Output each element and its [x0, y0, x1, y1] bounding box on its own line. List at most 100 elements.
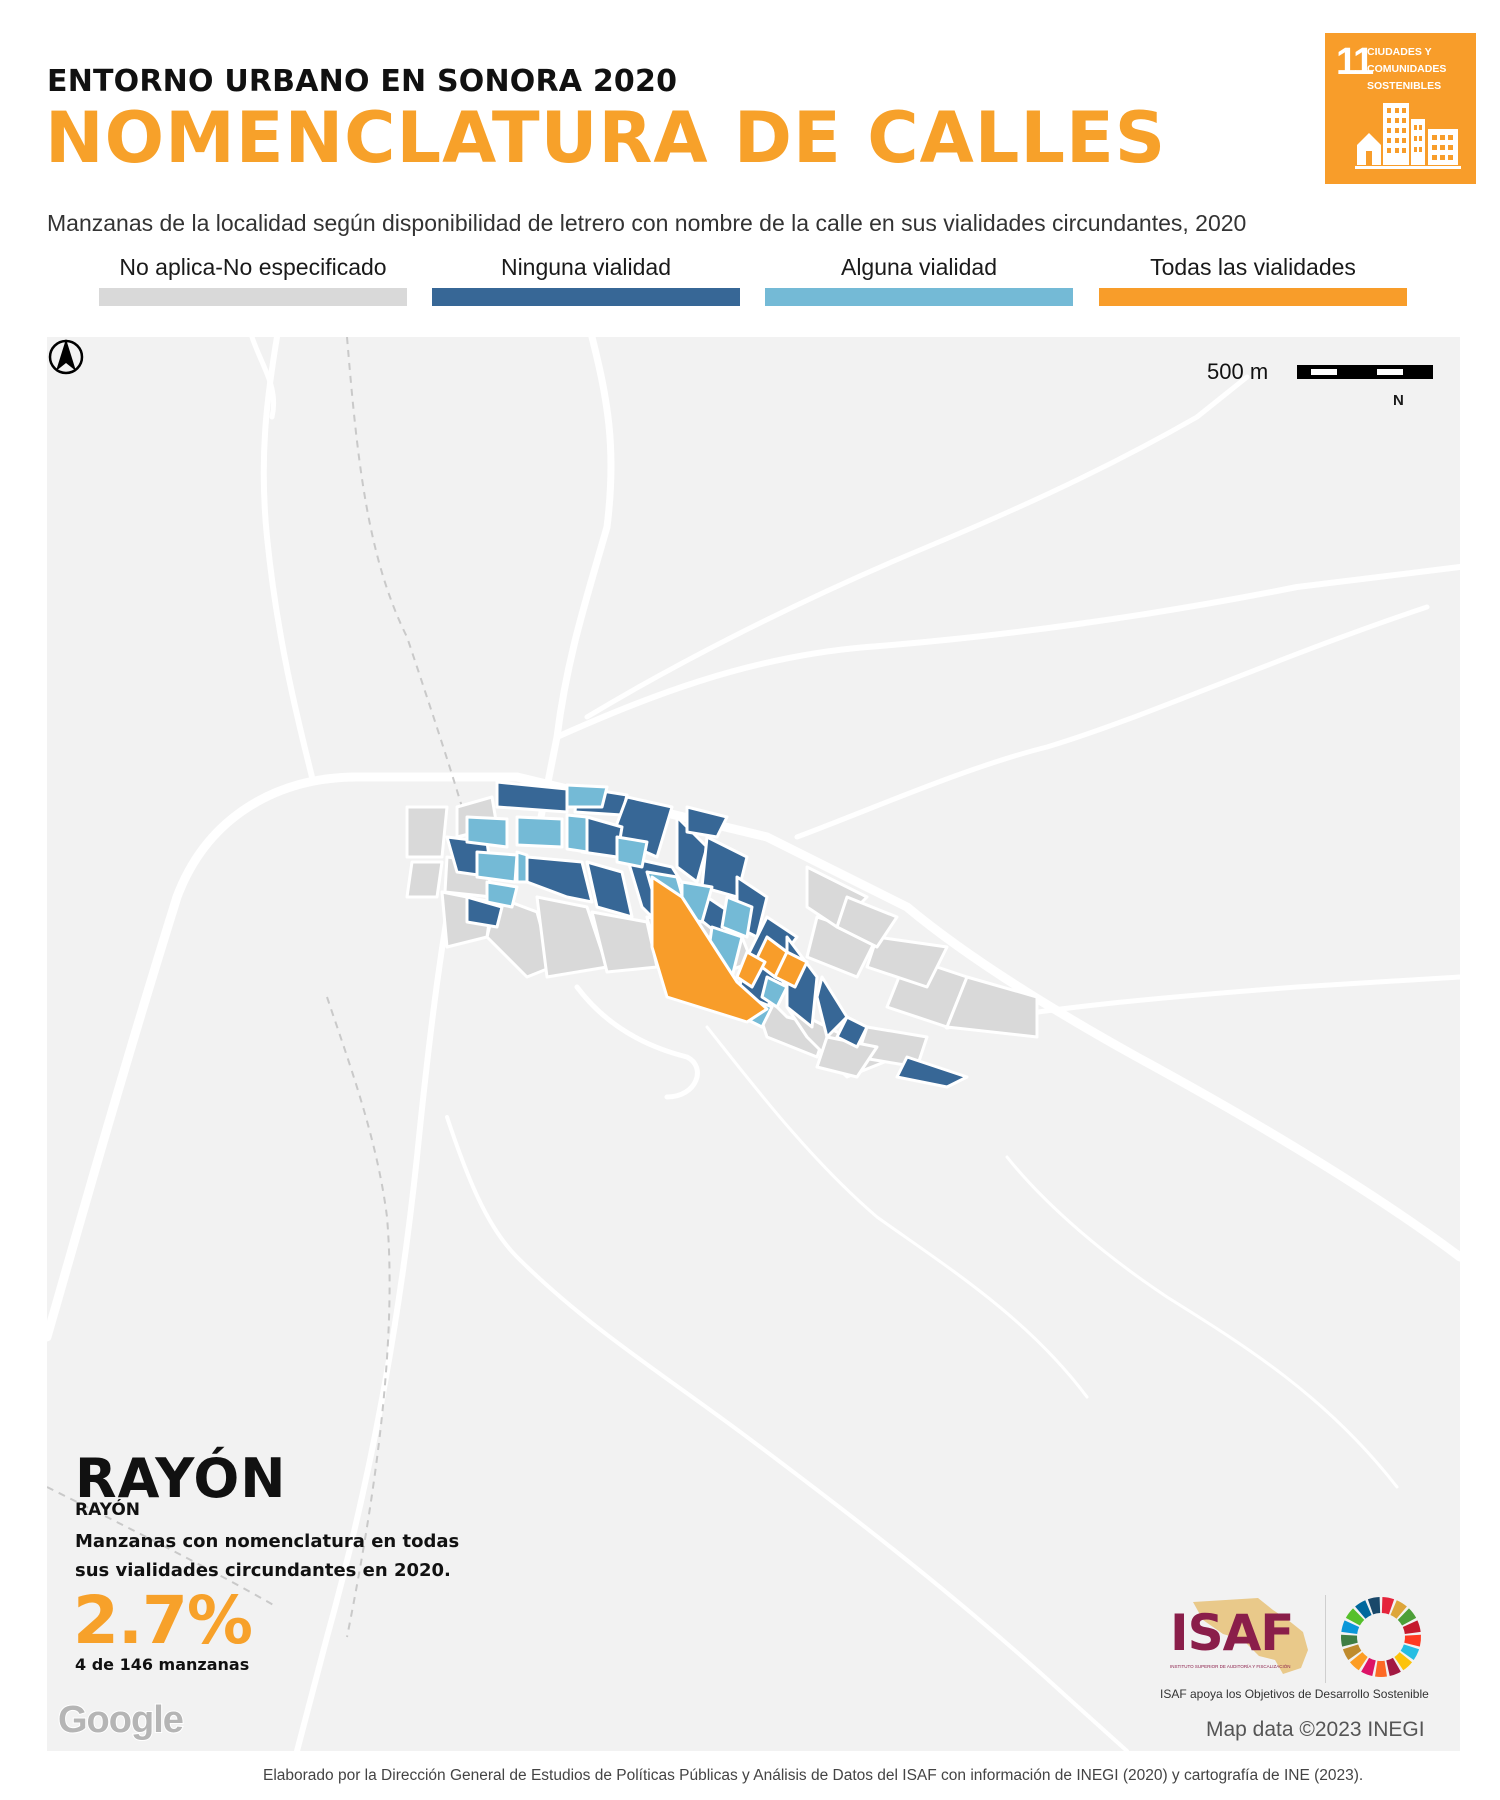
sdg-badge-line: CIUDADES Y	[1367, 46, 1432, 58]
footer-credit: Elaborado por la Dirección General de Es…	[263, 1767, 1364, 1784]
block-light	[475, 850, 519, 884]
road	[705, 1025, 1089, 1399]
subtitle: Manzanas de la localidad según disponibi…	[47, 210, 1247, 236]
block-light	[515, 850, 529, 884]
block-gray	[865, 935, 949, 989]
isaf-logo: ISAF	[1170, 1604, 1294, 1662]
legend-item-todas: Todas las vialidades	[1099, 250, 1407, 306]
block-dark	[495, 780, 569, 814]
sdg-wheel-segment	[1367, 1597, 1381, 1615]
locality-name: RAYÓN	[75, 1447, 287, 1510]
sdg-badge-line: COMUNIDADES	[1367, 63, 1447, 75]
legend-item-ninguna: Ninguna vialidad	[432, 250, 740, 306]
block-dark	[815, 975, 849, 1039]
legend-label: No aplica-No especificado	[119, 254, 387, 280]
sdg-11-badge: 11 CIUDADES Y COMUNIDADES SOSTENIBLES	[1325, 33, 1476, 184]
sdg-wheel-segment	[1341, 1634, 1358, 1647]
block-dark	[585, 860, 634, 919]
sdg-wheel-segment	[1386, 1657, 1401, 1677]
legend-swatch	[1099, 288, 1407, 306]
block-gray	[405, 860, 444, 899]
isaf-caption: ISAF apoya los Objetivos de Desarrollo S…	[1160, 1687, 1429, 1701]
sdg-wheel-segment	[1397, 1608, 1417, 1626]
sdg-wheel-segment	[1355, 1600, 1372, 1619]
block-gray	[835, 895, 899, 949]
track	[346, 337, 463, 808]
block-light	[760, 975, 789, 1009]
municipality-name: RAYÓN	[75, 1500, 141, 1520]
sdg-wheel-segment	[1342, 1644, 1362, 1660]
legend-item-alguna: Alguna vialidad	[765, 250, 1073, 306]
block-count: 4 de 146 manzanas	[75, 1655, 250, 1674]
block-light	[515, 815, 564, 849]
sdg-wheel-segment	[1400, 1644, 1420, 1660]
legend-swatch	[765, 288, 1073, 306]
block-orange	[773, 950, 809, 989]
track	[326, 996, 391, 1638]
block-light	[565, 813, 589, 854]
scale-label: 500 m	[1207, 359, 1269, 384]
scale-bar	[1297, 365, 1433, 379]
isaf-logo-subtext: INSTITUTO SUPERIOR DE AUDITORÍA Y FISCAL…	[1170, 1664, 1291, 1669]
legend-swatch	[432, 288, 740, 306]
sdg-wheel-segment	[1390, 1600, 1407, 1619]
legend-swatch	[99, 288, 407, 306]
block-dark	[525, 855, 594, 904]
sdg-wheel-segment	[1345, 1608, 1365, 1626]
city-buildings-icon	[1355, 103, 1461, 169]
road	[794, 604, 1430, 840]
sdg-wheel-segment	[1341, 1620, 1360, 1634]
block-light	[465, 815, 509, 849]
sdg-wheel-icon	[1341, 1597, 1421, 1677]
block-orange	[650, 875, 769, 1024]
block-gray	[535, 895, 609, 979]
sdg-wheel-segment	[1404, 1634, 1421, 1647]
block-light	[615, 835, 649, 869]
block-light	[485, 880, 519, 909]
sdg-number: 11	[1336, 41, 1374, 83]
road	[554, 564, 1460, 740]
legend-label: Todas las vialidades	[1150, 254, 1356, 280]
sdg-badge-line: SOSTENIBLES	[1367, 80, 1442, 92]
block-gray	[945, 975, 1039, 1039]
logo-divider	[1325, 1595, 1326, 1683]
road	[260, 337, 315, 780]
google-logo: Google	[57, 1698, 185, 1742]
sdg-wheel-segment	[1402, 1620, 1421, 1634]
block-dark	[895, 1055, 969, 1089]
block-dark	[675, 815, 709, 884]
road	[574, 984, 700, 1100]
north-label: N	[1393, 392, 1404, 409]
road	[445, 1115, 1129, 1751]
locality-description: Manzanas con nomenclatura en todas sus v…	[75, 1531, 460, 1581]
road	[47, 772, 1460, 1342]
sdg-wheel-segment	[1361, 1657, 1376, 1677]
road	[249, 337, 277, 420]
sonora-map-icon	[1193, 1598, 1308, 1674]
road	[584, 374, 1250, 720]
block-gray	[405, 805, 449, 859]
sdg-wheel-segment	[1381, 1597, 1395, 1615]
sdg-wheel-segment	[1394, 1652, 1413, 1671]
block-light	[565, 783, 609, 809]
sdg-badge-text: CIUDADES Y COMUNIDADES SOSTENIBLES	[1367, 44, 1473, 95]
road	[1005, 1155, 1399, 1489]
legend-label: Ninguna vialidad	[500, 254, 672, 280]
block-orange	[735, 950, 767, 989]
road	[294, 914, 450, 1751]
block-light	[720, 895, 754, 939]
road	[533, 337, 615, 841]
legend-label: Alguna vialidad	[840, 254, 997, 280]
percentage-value: 2.7%	[73, 1582, 253, 1659]
block-dark	[835, 1015, 869, 1049]
map-canvas[interactable]: 500 m N	[47, 337, 1460, 1751]
sdg-wheel-segment	[1375, 1660, 1387, 1677]
legend-item-no-aplica: No aplica-No especificado	[99, 250, 407, 306]
main-title: NOMENCLATURA DE CALLES	[45, 97, 1167, 179]
kicker-title: ENTORNO URBANO EN SONORA 2020	[47, 64, 678, 99]
map-layer	[47, 337, 1460, 1751]
block-dark	[685, 805, 729, 839]
north-arrow-icon	[48, 339, 84, 375]
map-attribution[interactable]: Map data ©2023 INEGI	[1206, 1718, 1425, 1741]
track	[47, 1486, 278, 1608]
